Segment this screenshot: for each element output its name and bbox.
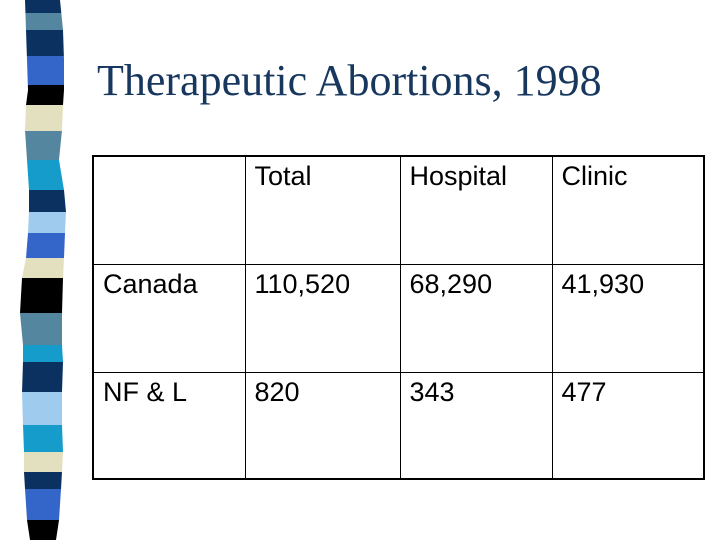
navy-band xyxy=(20,472,66,489)
header-cell-clinic: Clinic xyxy=(551,155,705,265)
cream-band xyxy=(20,105,66,131)
cyan-band xyxy=(20,425,66,452)
decorative-ribbon xyxy=(20,0,66,540)
cyan-band xyxy=(20,160,66,190)
nfl-hospital-value: 343 xyxy=(399,372,553,480)
navy-band xyxy=(20,0,66,13)
navy-band xyxy=(20,190,66,212)
canada-clinic-value: 41,930 xyxy=(551,264,705,373)
light-blue-band xyxy=(20,392,66,425)
steel-blue-band xyxy=(20,13,66,30)
canada-total-value: 110,520 xyxy=(244,264,401,373)
header-cell-hospital: Hospital xyxy=(399,155,553,265)
cream-band xyxy=(20,258,66,278)
cyan-band xyxy=(20,345,66,362)
black-band xyxy=(20,520,66,540)
royal-blue-band xyxy=(20,233,66,258)
row-label-canada: Canada xyxy=(92,264,246,373)
header-cell-empty xyxy=(92,155,246,265)
black-band xyxy=(20,85,66,105)
navy-band xyxy=(20,362,66,392)
slide-title: Therapeutic Abortions, 1998 xyxy=(97,56,602,105)
royal-blue-band xyxy=(20,489,66,520)
steel-blue-band xyxy=(20,313,66,345)
table-header-row: Total Hospital Clinic xyxy=(92,155,705,265)
steel-blue-band xyxy=(20,131,66,160)
abortions-table: Total Hospital Clinic Canada 110,520 68,… xyxy=(92,155,705,480)
canada-hospital-value: 68,290 xyxy=(399,264,553,373)
navy-band xyxy=(20,30,66,56)
row-label-nfl: NF & L xyxy=(92,372,246,480)
light-blue-band xyxy=(20,212,66,233)
nfl-clinic-value: 477 xyxy=(551,372,705,480)
royal-blue-band xyxy=(20,56,66,85)
nfl-total-value: 820 xyxy=(244,372,401,480)
header-cell-total: Total xyxy=(244,155,401,265)
cream-band xyxy=(20,452,66,472)
black-band xyxy=(20,278,66,313)
table-row: NF & L 820 343 477 xyxy=(92,372,705,480)
table-row: Canada 110,520 68,290 41,930 xyxy=(92,264,705,373)
